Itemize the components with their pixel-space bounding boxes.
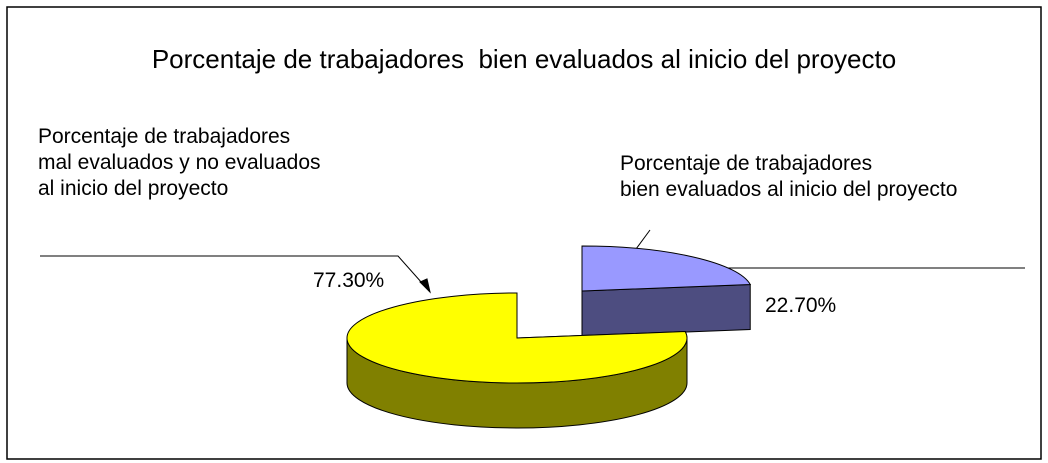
slice	[346, 292, 688, 429]
slice-top	[346, 292, 688, 384]
arrow-head	[419, 278, 431, 294]
value-label: 22.70%	[765, 294, 836, 317]
slice-face	[581, 284, 751, 337]
slice-top	[581, 245, 752, 292]
value-label: 77.30%	[313, 269, 384, 292]
chart-title: Porcentaje de trabajadores bien evaluado…	[152, 44, 896, 74]
category-label: Porcentaje de trabajadores mal evaluados …	[38, 125, 321, 200]
category-label: Porcentaje de trabajadores bien evaluados…	[620, 152, 957, 201]
slice	[581, 245, 752, 337]
leader-line	[40, 255, 431, 293]
pie	[346, 245, 752, 429]
